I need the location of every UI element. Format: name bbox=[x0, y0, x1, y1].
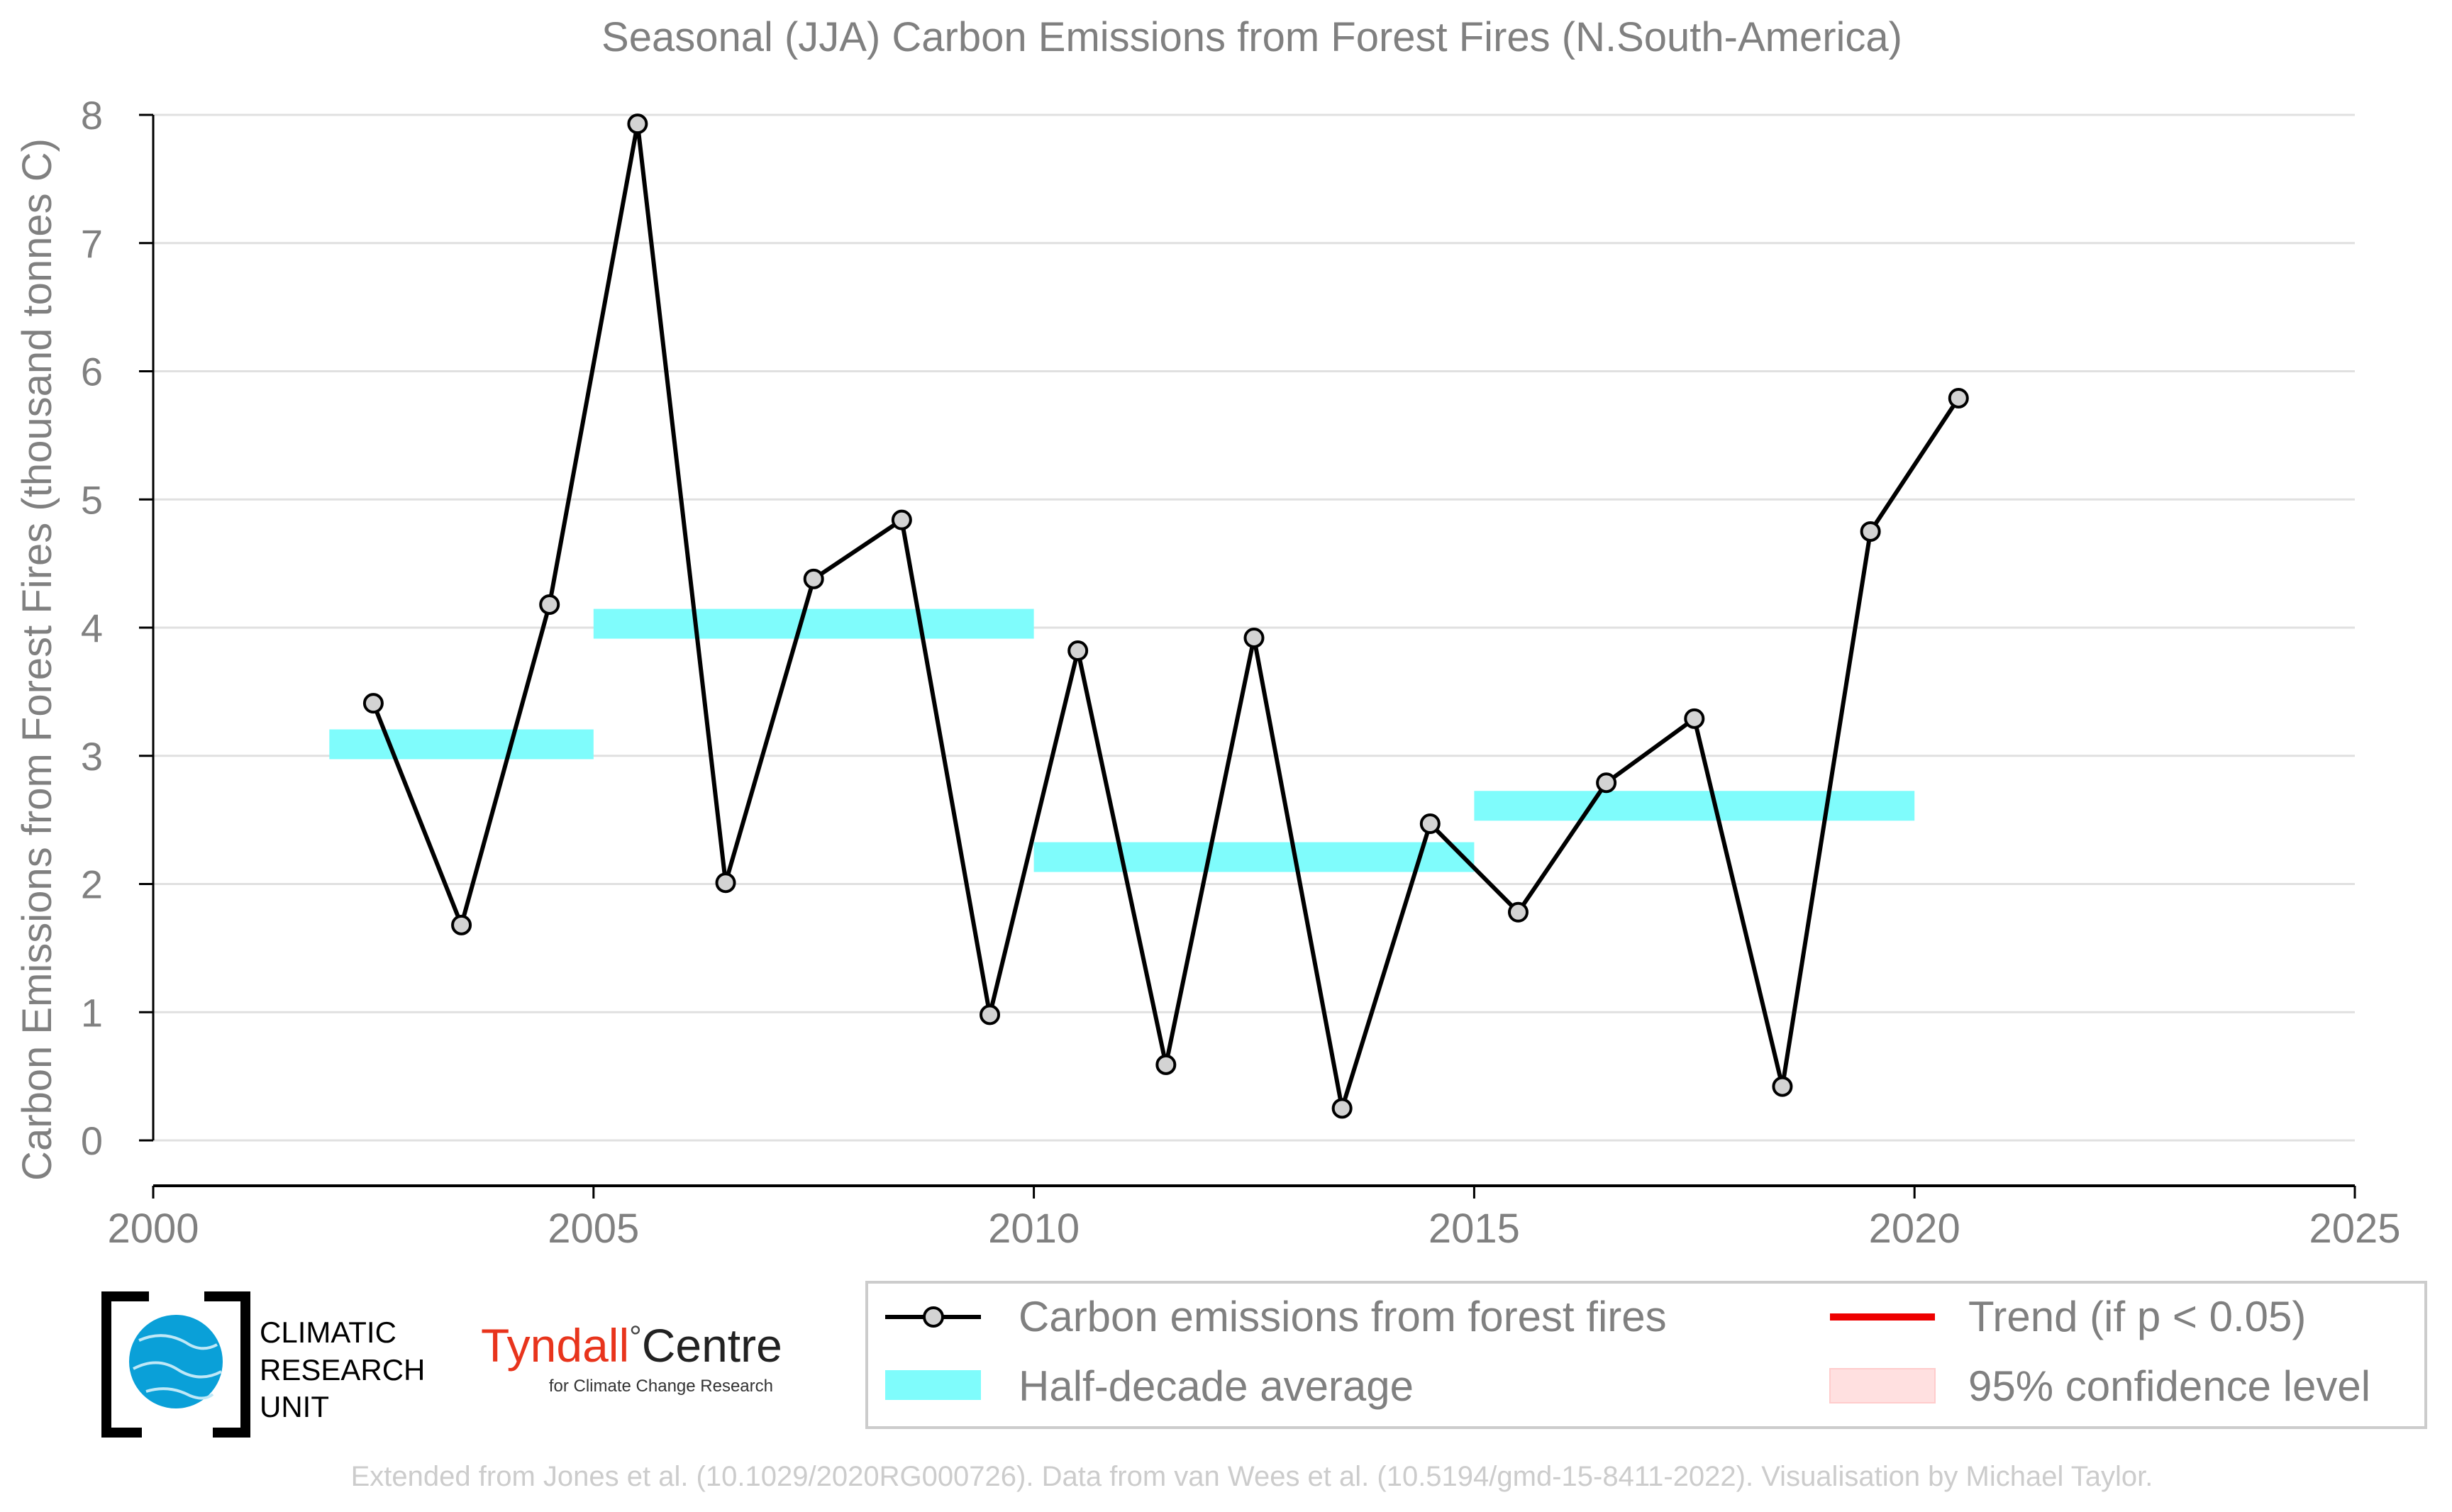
x-tick-label: 2025 bbox=[2309, 1206, 2400, 1252]
legend-label-average: Half-decade average bbox=[1019, 1362, 1414, 1410]
series-line bbox=[362, 113, 1969, 1119]
data-point bbox=[803, 568, 824, 589]
legend-label-series: Carbon emissions from forest fires bbox=[1019, 1293, 1667, 1340]
half-decade-band bbox=[1033, 842, 1475, 872]
cru-line-2: RESEARCH bbox=[260, 1353, 425, 1386]
data-point bbox=[891, 509, 912, 530]
data-point bbox=[1419, 813, 1441, 835]
data-point bbox=[1948, 387, 1969, 408]
data-point bbox=[1772, 1076, 1793, 1097]
legend-frame bbox=[865, 1281, 2427, 1429]
tyndall-logo: Tyndall°Centre for Climate Change Resear… bbox=[481, 1319, 782, 1396]
half-decade-band bbox=[593, 608, 1034, 639]
data-point bbox=[1860, 521, 1881, 542]
globe-icon bbox=[129, 1315, 223, 1408]
data-point bbox=[539, 594, 560, 615]
data-point bbox=[980, 1004, 1001, 1025]
y-tick-label: 5 bbox=[81, 477, 103, 522]
x-tick-label: 2015 bbox=[1429, 1206, 1520, 1252]
legend-label-confidence: 95% confidence level bbox=[1968, 1362, 2370, 1410]
legend-swatch-series bbox=[885, 1306, 981, 1328]
data-point bbox=[362, 693, 384, 714]
data-point bbox=[715, 872, 736, 894]
x-tick-label: 2020 bbox=[1869, 1206, 1960, 1252]
y-tick-label: 8 bbox=[81, 93, 103, 138]
data-point bbox=[451, 914, 472, 935]
data-point bbox=[627, 113, 648, 135]
data-point bbox=[1507, 901, 1529, 923]
x-tick-label: 2005 bbox=[548, 1206, 639, 1252]
legend-label-trend: Trend (if p < 0.05) bbox=[1968, 1293, 2306, 1340]
cru-line-1: CLIMATIC bbox=[260, 1316, 396, 1349]
x-tick-label: 2000 bbox=[107, 1206, 199, 1252]
y-tick-label: 6 bbox=[81, 350, 103, 394]
data-point bbox=[1331, 1098, 1353, 1119]
chart-title: Seasonal (JJA) Carbon Emissions from For… bbox=[601, 14, 1902, 60]
y-tick-label: 4 bbox=[81, 606, 103, 650]
data-point bbox=[1596, 772, 1617, 794]
y-tick-label: 0 bbox=[81, 1118, 103, 1163]
x-tick-label: 2010 bbox=[988, 1206, 1080, 1252]
y-tick-label: 7 bbox=[81, 221, 103, 266]
y-tick-label: 1 bbox=[81, 990, 103, 1035]
data-point bbox=[1684, 708, 1705, 729]
y-tick-label: 3 bbox=[81, 734, 103, 779]
data-point bbox=[1067, 640, 1089, 662]
cru-line-3: UNIT bbox=[260, 1390, 329, 1423]
tyndall-subtitle: for Climate Change Research bbox=[549, 1377, 773, 1396]
y-axis-label: Carbon Emissions from Forest Fires (thou… bbox=[14, 138, 60, 1181]
cru-logo: CLIMATIC RESEARCH UNIT bbox=[101, 1291, 425, 1438]
footer-credit: Extended from Jones et al. (10.1029/2020… bbox=[351, 1461, 2153, 1492]
y-tick-label: 2 bbox=[81, 862, 103, 907]
axes: 0 1 2 3 4 5 6 7 8 2000 2005 2010 2015 2020 2025 bbox=[81, 93, 2401, 1252]
data-point bbox=[1155, 1054, 1177, 1075]
half-decade-band bbox=[1474, 791, 1915, 821]
tyndall-title: Tyndall°Centre bbox=[481, 1319, 782, 1372]
legend: Carbon emissions from forest fires Trend… bbox=[865, 1281, 2427, 1429]
data-point bbox=[1243, 627, 1265, 648]
half-decade-band bbox=[329, 729, 594, 760]
legend-swatch-average bbox=[885, 1370, 981, 1400]
half-decade-bands bbox=[329, 608, 1915, 872]
legend-swatch-confidence bbox=[1829, 1368, 1936, 1403]
